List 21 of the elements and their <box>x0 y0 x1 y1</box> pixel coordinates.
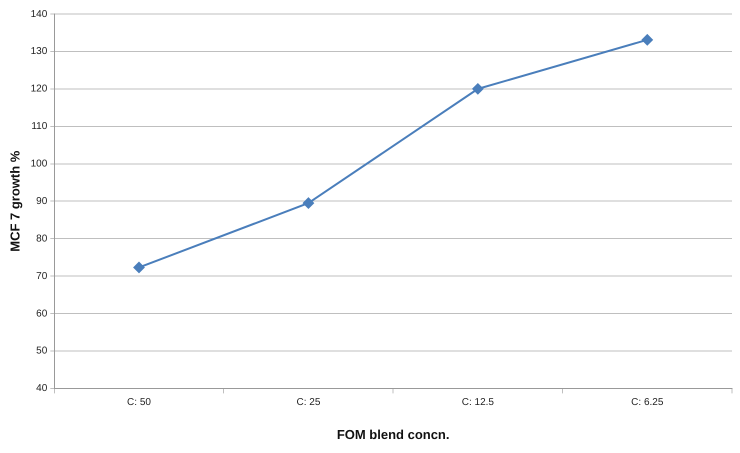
y-tick-label: 140 <box>30 8 48 20</box>
y-tick-label: 60 <box>36 308 48 320</box>
point <box>642 34 653 46</box>
y-tick-label: 90 <box>36 196 48 207</box>
point <box>302 198 314 209</box>
y-tick-label: 80 <box>36 233 48 244</box>
y-tick-label: 100 <box>30 158 48 170</box>
y-tick-label: 70 <box>36 270 48 282</box>
x-axis-title: FOM blend concn. <box>336 426 450 442</box>
y-tick-label: 120 <box>30 84 48 95</box>
x-tick-label: C: 12.5 <box>462 397 494 408</box>
x-tick-label: C: 25 <box>296 397 321 408</box>
point <box>134 262 144 273</box>
y-axis-title: MCF 7 growth % <box>7 150 22 252</box>
y-tick-label: 50 <box>36 346 48 357</box>
y-tick-label: 40 <box>36 383 48 394</box>
point <box>472 83 484 94</box>
y-tick-label: 110 <box>31 121 48 132</box>
y-tick-label: 130 <box>30 46 48 58</box>
x-tick-label: C: 50 <box>127 397 152 408</box>
x-tick-label: C: 6.25 <box>631 397 664 408</box>
